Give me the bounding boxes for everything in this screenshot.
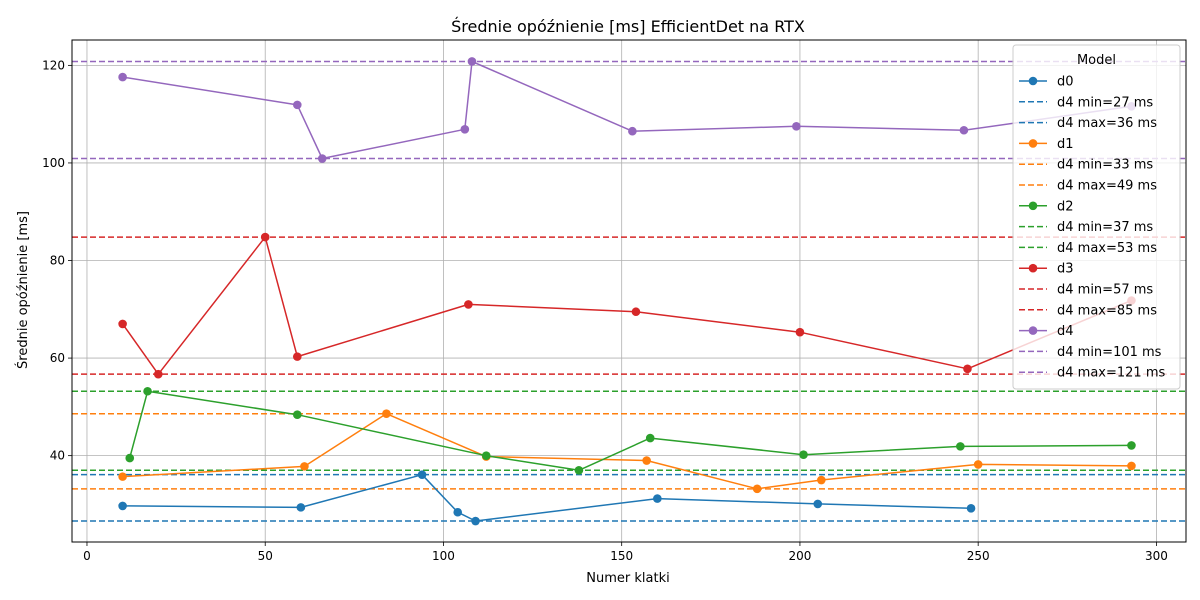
x-axis-label: Numer klatki [586, 571, 669, 586]
y-tick-label: 60 [50, 351, 65, 365]
legend: Model d0 d4 min=27 ms d4 max=36 ms d1 d4 min… [1012, 44, 1181, 390]
data-point-d3 [153, 369, 163, 379]
data-point-d0 [813, 499, 823, 509]
data-point-d3 [631, 307, 641, 317]
data-point-d4 [792, 122, 801, 131]
data-point-d1 [973, 460, 983, 469]
data-point-d3 [464, 300, 473, 309]
data-point-d1 [300, 462, 309, 471]
legend-label-d3-min: d4 min=57 ms [1057, 283, 1153, 298]
data-point-d2 [574, 465, 584, 475]
series-lines [118, 57, 1136, 526]
data-point-d2 [143, 386, 152, 396]
plot-area [71, 39, 1187, 543]
axes-frame [71, 39, 1187, 543]
data-point-d0 [118, 501, 127, 511]
y-axis-label: Średnie opóźnienie [ms] [15, 211, 31, 369]
x-tick-label: 150 [610, 549, 633, 563]
y-tick-label: 120 [42, 58, 65, 72]
legend-label-d2-min: d4 min=37 ms [1057, 220, 1153, 235]
data-point-d3 [118, 319, 127, 329]
min-max-lines [72, 60, 1186, 522]
data-point-d4 [292, 100, 302, 110]
data-point-d3 [292, 352, 302, 361]
legend-label-d4-max: d4 max=121 ms [1057, 366, 1165, 381]
legend-label-d1: d1 [1057, 137, 1074, 152]
data-point-d0 [296, 503, 306, 512]
data-point-d4 [460, 124, 470, 134]
legend-marker-d2 [1028, 201, 1038, 211]
x-tick-label: 300 [1145, 549, 1168, 563]
x-axis-ticks: 0 50 100 150 200 250 300 [83, 542, 1168, 563]
x-tick-label: 0 [83, 549, 91, 563]
legend-label-d1-min: d4 min=33 ms [1057, 158, 1153, 173]
chart-title: Średnie opóźnienie [ms] EfficientDet na … [451, 17, 805, 36]
legend-label-d0: d0 [1057, 75, 1074, 90]
legend-box [1012, 44, 1181, 390]
data-point-d2 [645, 433, 655, 443]
y-tick-label: 40 [50, 449, 65, 463]
legend-title: Model [1077, 53, 1116, 68]
data-point-d1 [817, 475, 826, 485]
legend-label-d4: d4 [1057, 324, 1074, 339]
data-point-d2 [956, 442, 965, 451]
data-point-d2 [292, 410, 302, 419]
y-tick-label: 80 [50, 254, 65, 268]
data-point-d1 [642, 456, 651, 465]
data-point-d1 [752, 484, 762, 494]
data-point-d2 [481, 451, 491, 460]
data-point-d0 [453, 507, 463, 517]
data-point-d3 [795, 327, 805, 337]
grid [72, 40, 1186, 542]
x-tick-label: 100 [432, 549, 455, 563]
legend-label-d1-max: d4 max=49 ms [1057, 179, 1157, 194]
y-axis-ticks: 40 60 80 100 120 [42, 58, 72, 463]
data-point-d2 [125, 453, 135, 463]
legend-marker-d0 [1028, 76, 1038, 86]
data-point-d1 [382, 409, 391, 418]
data-point-d3 [963, 364, 972, 374]
legend-label-d4-min: d4 min=101 ms [1057, 345, 1162, 360]
data-point-d0 [471, 516, 480, 526]
data-point-d3 [260, 232, 270, 242]
legend-marker-d1 [1028, 139, 1038, 148]
x-tick-label: 200 [788, 549, 811, 563]
data-point-d0 [417, 470, 427, 479]
x-tick-label: 250 [967, 549, 990, 563]
legend-marker-d4 [1028, 326, 1038, 335]
x-tick-label: 50 [258, 549, 273, 563]
data-point-d1 [118, 472, 127, 481]
data-point-d1 [1127, 461, 1136, 471]
data-point-d4 [959, 125, 969, 135]
data-point-d0 [653, 494, 662, 503]
data-point-d4 [467, 57, 477, 66]
series-line-d0 [122, 473, 972, 522]
legend-label-d3: d3 [1057, 262, 1074, 277]
data-point-d4 [317, 154, 327, 163]
data-point-d0 [966, 504, 976, 513]
data-point-d2 [1127, 441, 1136, 450]
legend-label-d2: d2 [1057, 199, 1074, 214]
data-point-d4 [118, 72, 127, 82]
y-tick-label: 100 [42, 156, 65, 170]
legend-label-d3-max: d4 max=85 ms [1057, 303, 1157, 318]
legend-label-d0-min: d4 min=27 ms [1057, 95, 1153, 110]
data-point-d2 [799, 450, 808, 459]
data-point-d4 [628, 126, 637, 136]
legend-label-d0-max: d4 max=36 ms [1057, 116, 1157, 131]
legend-marker-d3 [1028, 263, 1038, 273]
legend-label-d2-max: d4 max=53 ms [1057, 241, 1157, 256]
